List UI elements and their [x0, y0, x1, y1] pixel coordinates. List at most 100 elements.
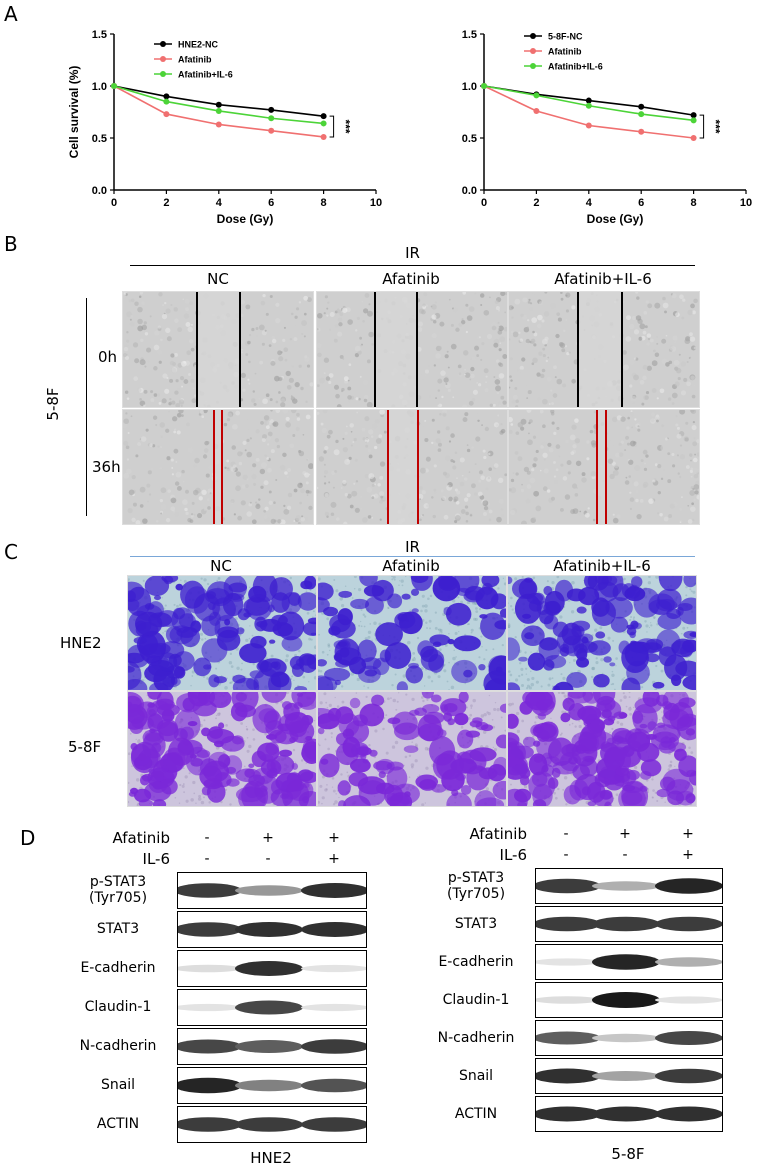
membrane-pore	[363, 625, 366, 628]
cell-texture	[178, 399, 185, 405]
membrane-pore	[321, 775, 325, 779]
cell-texture	[461, 318, 464, 321]
membrane-pore	[546, 580, 549, 583]
membrane-pore	[391, 578, 394, 581]
membrane-pore	[374, 729, 378, 733]
cell-texture	[477, 383, 482, 387]
membrane-pore	[183, 579, 187, 583]
cell-texture	[363, 380, 369, 386]
cell-texture	[640, 459, 644, 463]
blot-strip	[177, 1028, 367, 1065]
cell-texture	[437, 345, 442, 351]
cell-texture	[629, 359, 635, 365]
cell-texture	[500, 395, 505, 400]
protein-band	[301, 1039, 366, 1054]
migrated-cell-cluster	[358, 665, 381, 683]
cell-texture	[378, 434, 383, 438]
migrated-cell-cluster	[446, 792, 472, 806]
cell-texture	[692, 518, 695, 522]
legend-label: Afatinib+IL-6	[178, 70, 233, 80]
cell-texture	[548, 477, 553, 482]
cell-texture	[251, 468, 258, 475]
membrane-pore	[615, 665, 617, 667]
membrane-pore	[184, 775, 188, 779]
cell-texture	[340, 487, 343, 489]
cell-texture	[676, 433, 682, 439]
membrane-pore	[515, 711, 520, 716]
cell-texture	[268, 344, 272, 347]
cell-texture	[283, 504, 286, 508]
membrane-pore	[516, 729, 521, 733]
membrane-pore	[390, 697, 392, 699]
cell-texture	[509, 488, 512, 492]
cell-texture	[278, 391, 281, 394]
cell-texture	[150, 467, 154, 471]
membrane-pore	[178, 802, 181, 804]
cell-texture	[348, 456, 352, 460]
cell-texture	[528, 419, 533, 424]
cell-texture	[523, 466, 530, 473]
membrane-pore	[294, 771, 296, 773]
cell-texture	[504, 473, 507, 477]
membrane-pore	[362, 613, 365, 616]
cell-texture	[348, 363, 352, 367]
protein-band	[655, 916, 722, 932]
membrane-pore	[224, 686, 228, 690]
migrated-cell-cluster	[518, 578, 538, 600]
cell-texture	[624, 480, 630, 485]
migrated-cell-cluster	[576, 648, 588, 661]
cell-texture	[286, 475, 289, 478]
membrane-pore	[183, 791, 185, 794]
cell-texture	[661, 424, 665, 428]
cell-texture	[532, 330, 535, 334]
migrated-cell-cluster	[129, 719, 144, 735]
cell-texture	[150, 398, 155, 402]
cell-texture	[307, 463, 313, 470]
cell-texture	[343, 376, 349, 382]
membrane-pore	[536, 650, 539, 652]
cell-texture	[462, 417, 468, 423]
membrane-pore	[448, 661, 450, 664]
membrane-pore	[509, 673, 513, 677]
x-tick-label: 10	[370, 197, 382, 209]
cell-texture	[654, 415, 660, 420]
cell-texture	[485, 381, 487, 384]
cell-texture	[629, 323, 635, 330]
cell-texture	[159, 466, 163, 470]
membrane-pore	[474, 617, 478, 621]
transwell-image	[507, 691, 697, 807]
membrane-pore	[439, 628, 443, 632]
migrated-cell-cluster	[135, 611, 163, 636]
cell-texture	[419, 498, 421, 501]
cell-texture	[129, 318, 132, 321]
cell-texture	[510, 487, 517, 494]
wound-healing-image	[508, 291, 700, 408]
migrated-cell-cluster	[328, 625, 341, 636]
migrated-cell-cluster	[508, 576, 513, 585]
cell-texture	[124, 355, 130, 361]
panel-c-col-afatinib: Afatinib	[382, 557, 440, 575]
protein-band	[178, 1003, 242, 1012]
legend-swatch-dot	[160, 41, 166, 47]
membrane-pore	[457, 596, 460, 599]
cell-texture	[435, 397, 438, 400]
membrane-pore	[438, 648, 442, 652]
membrane-pore	[524, 651, 527, 654]
cell-texture	[458, 372, 462, 376]
migrated-cell-cluster	[257, 742, 280, 763]
cell-texture	[548, 447, 554, 453]
membrane-pore	[556, 576, 560, 579]
x-axis-label: Dose (Gy)	[587, 212, 644, 226]
cell-texture	[342, 446, 348, 453]
migrated-cell-cluster	[281, 635, 303, 652]
migrated-cell-cluster	[310, 632, 316, 636]
cell-texture	[476, 354, 480, 357]
membrane-pore	[408, 776, 411, 778]
cell-texture	[551, 402, 554, 405]
cell-texture	[130, 314, 133, 318]
cell-texture	[571, 483, 578, 489]
membrane-pore	[309, 589, 312, 592]
migrated-cell-cluster	[214, 772, 232, 788]
cell-texture	[181, 469, 185, 474]
migrated-cell-cluster	[133, 788, 152, 803]
